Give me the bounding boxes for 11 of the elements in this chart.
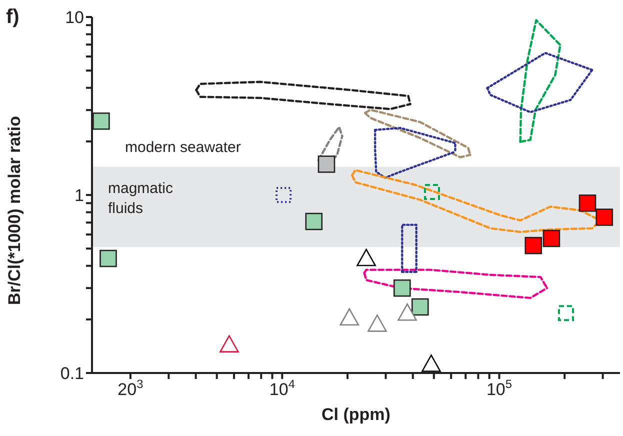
x-tick-label: 10$^{4}$ (269, 377, 296, 399)
x-tick-label: 20$^{3}$ (118, 377, 144, 399)
y-tick-label: 0.1 (60, 364, 84, 383)
band-label: magmatic fluids (108, 180, 174, 217)
y-tick-label: 1 (74, 186, 84, 205)
annotation: modern seawater (125, 139, 241, 156)
y-axis-title: Br/Cl(*1000) molar ratio (5, 116, 24, 305)
y-tick-label: 10 (65, 8, 84, 27)
x-tick-label: 10$^{5}$ (486, 377, 512, 399)
x-axis-title: Cl (ppm) (322, 405, 390, 424)
chart-title: f) (6, 6, 20, 29)
